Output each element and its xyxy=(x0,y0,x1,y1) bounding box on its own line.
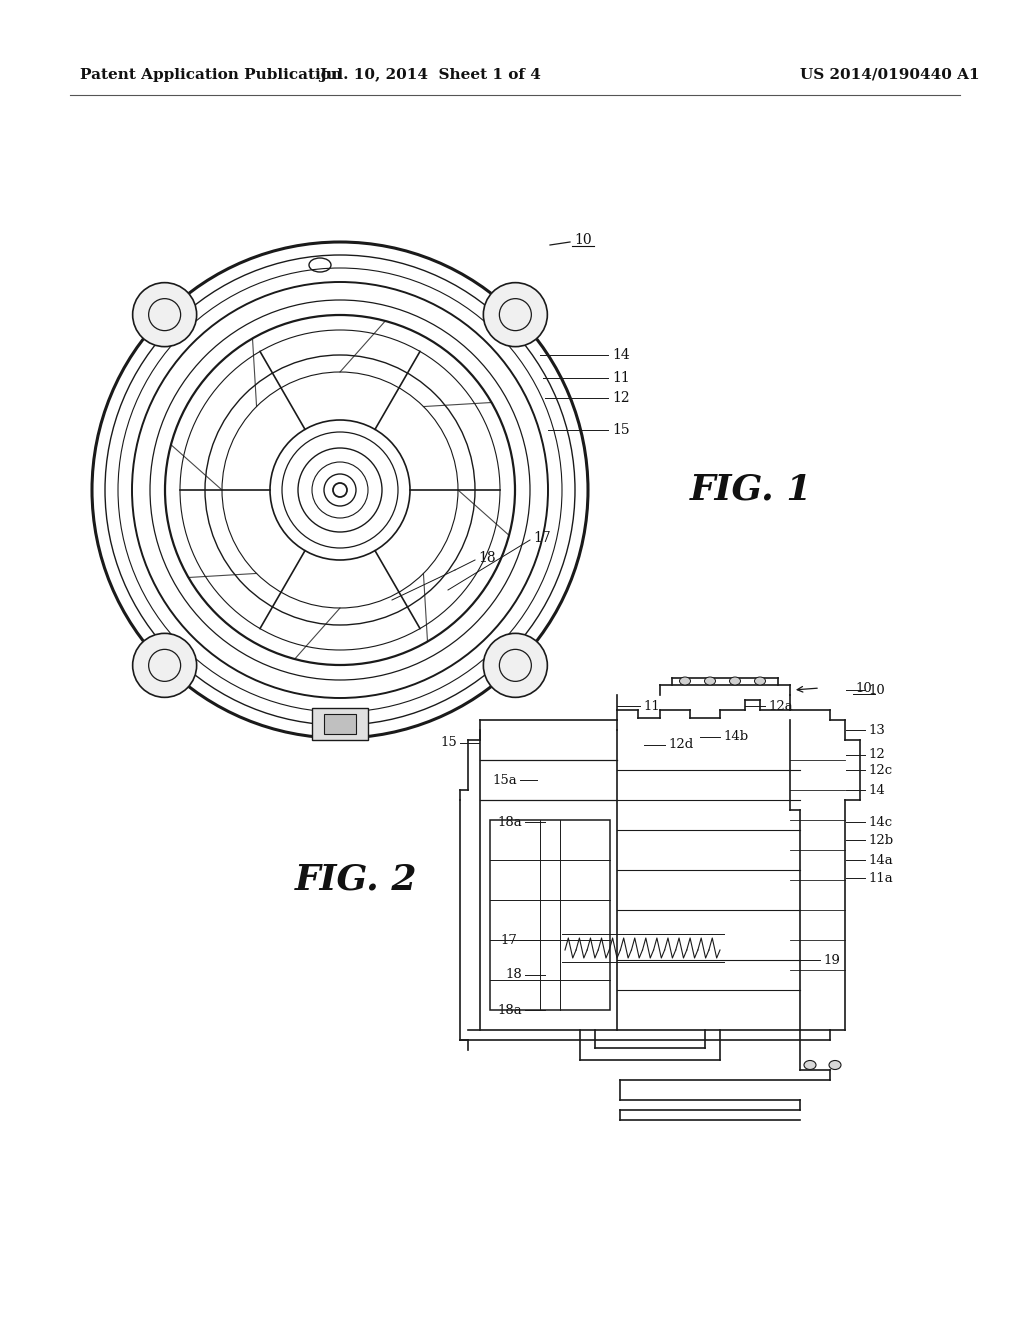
Text: 14: 14 xyxy=(612,348,630,362)
Text: 12a: 12a xyxy=(768,700,793,713)
Text: 12b: 12b xyxy=(868,833,893,846)
Text: Patent Application Publication: Patent Application Publication xyxy=(80,69,342,82)
Text: Jul. 10, 2014  Sheet 1 of 4: Jul. 10, 2014 Sheet 1 of 4 xyxy=(319,69,541,82)
Text: 10: 10 xyxy=(855,681,871,694)
Text: 14a: 14a xyxy=(868,854,893,866)
Text: FIG. 2: FIG. 2 xyxy=(295,863,418,898)
Ellipse shape xyxy=(729,677,740,685)
Ellipse shape xyxy=(680,677,690,685)
Text: 15: 15 xyxy=(612,422,630,437)
Ellipse shape xyxy=(804,1060,816,1069)
Text: 14b: 14b xyxy=(723,730,749,743)
Text: 11: 11 xyxy=(612,371,630,385)
Text: 10: 10 xyxy=(574,234,592,247)
Text: 18a: 18a xyxy=(498,816,522,829)
Text: 13: 13 xyxy=(868,723,885,737)
Text: 18a: 18a xyxy=(498,1003,522,1016)
Text: 12c: 12c xyxy=(868,763,892,776)
Text: 15: 15 xyxy=(440,737,457,750)
Text: 14c: 14c xyxy=(868,816,892,829)
Text: 18: 18 xyxy=(478,550,496,565)
Ellipse shape xyxy=(483,282,548,347)
Text: 12: 12 xyxy=(868,748,885,762)
Ellipse shape xyxy=(133,634,197,697)
Ellipse shape xyxy=(829,1060,841,1069)
Ellipse shape xyxy=(483,634,548,697)
Bar xyxy=(312,708,368,741)
Text: US 2014/0190440 A1: US 2014/0190440 A1 xyxy=(800,69,980,82)
Text: 18: 18 xyxy=(505,969,522,982)
Text: 10: 10 xyxy=(868,684,885,697)
Bar xyxy=(490,820,610,1010)
Text: 17: 17 xyxy=(534,531,551,545)
Ellipse shape xyxy=(133,282,197,347)
Text: 14: 14 xyxy=(868,784,885,796)
Text: 11a: 11a xyxy=(868,871,893,884)
Text: 17: 17 xyxy=(500,933,517,946)
Text: 12: 12 xyxy=(612,391,630,405)
Text: FIG. 1: FIG. 1 xyxy=(690,473,812,507)
Text: 12d: 12d xyxy=(668,738,693,751)
Bar xyxy=(324,714,356,734)
Text: 11: 11 xyxy=(643,700,659,713)
Text: 19: 19 xyxy=(823,953,840,966)
Text: 15a: 15a xyxy=(493,774,517,787)
Ellipse shape xyxy=(705,677,716,685)
Ellipse shape xyxy=(755,677,766,685)
